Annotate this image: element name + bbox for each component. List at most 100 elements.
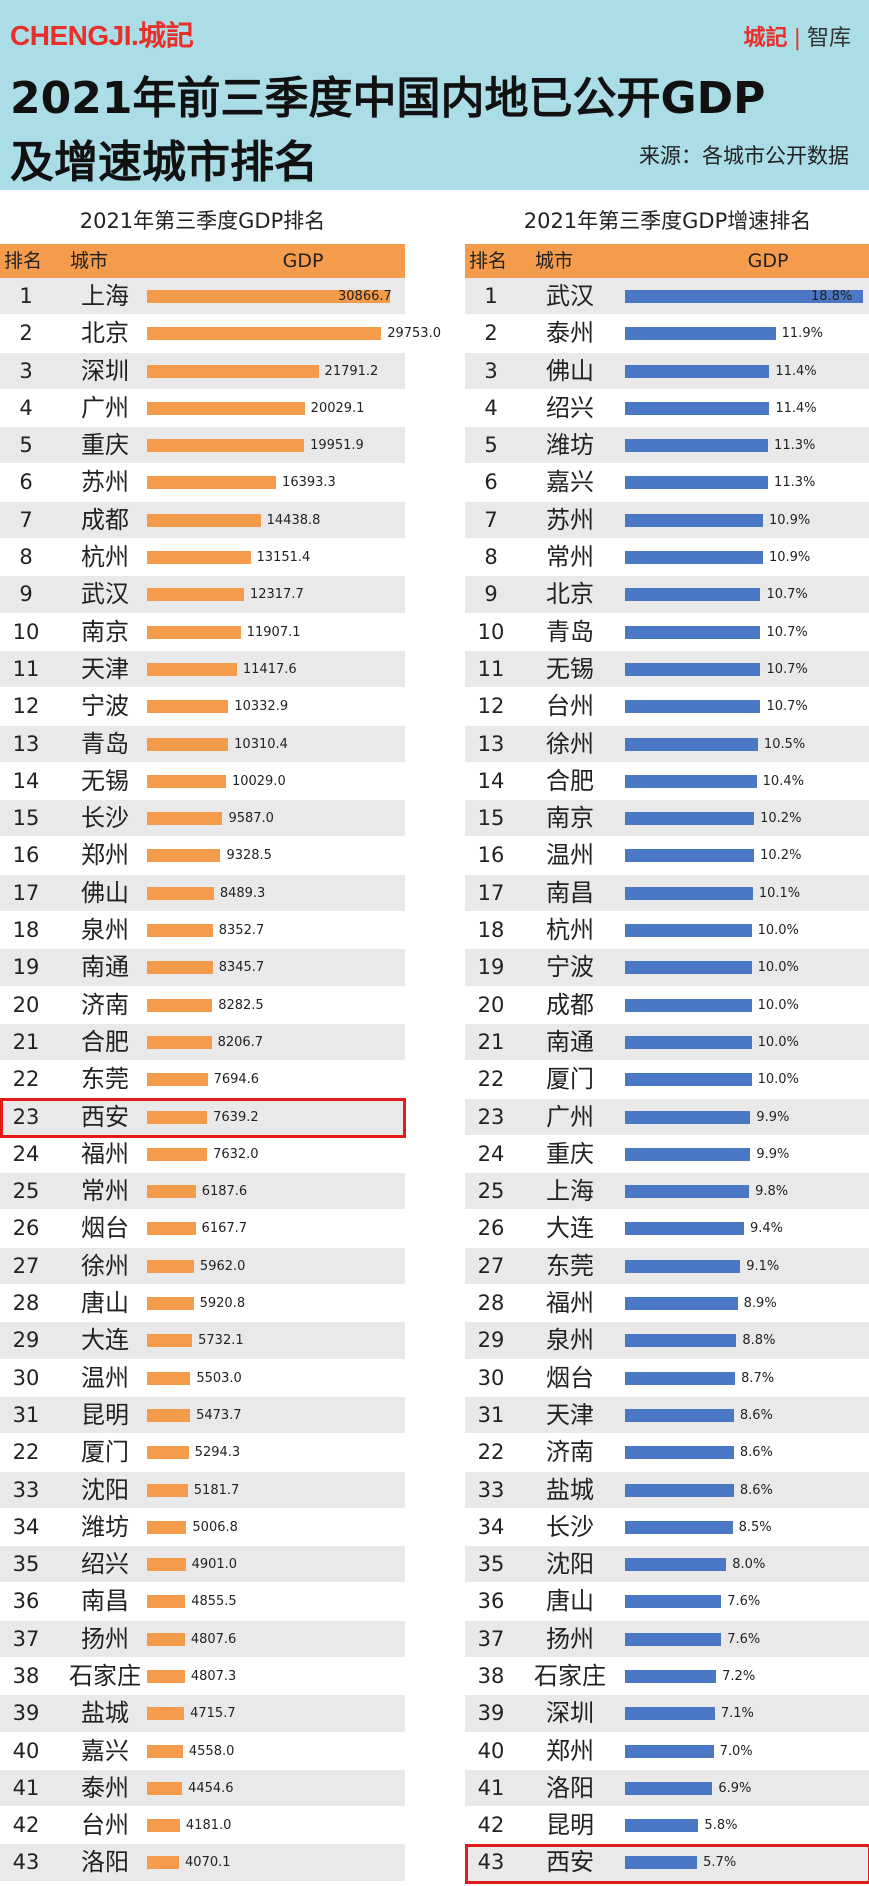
highlight-box-growth-xian bbox=[465, 1844, 869, 1884]
gdp-city: 泉州 bbox=[81, 916, 129, 945]
growth-row: 31 天津 8.6% bbox=[465, 1396, 869, 1435]
gdp-city: 福州 bbox=[81, 1139, 129, 1168]
growth-rank: 40 bbox=[477, 1738, 505, 1763]
growth-rank: 24 bbox=[477, 1141, 505, 1166]
growth-city: 石家庄 bbox=[534, 1661, 606, 1690]
gdp-city: 宁波 bbox=[81, 692, 129, 721]
gdp-value-label: 5920.8 bbox=[199, 1296, 246, 1312]
gdp-rank: 2 bbox=[19, 321, 33, 346]
growth-row: 15 南京 10.2% bbox=[465, 800, 869, 838]
gdp-value-label: 5473.7 bbox=[196, 1407, 242, 1423]
growth-value-label: 10.0% bbox=[757, 960, 799, 976]
growth-value-label: 8.8% bbox=[742, 1333, 776, 1349]
growth-city: 烟台 bbox=[546, 1363, 594, 1392]
gdp-rank: 12 bbox=[12, 694, 40, 719]
gdp-bar bbox=[147, 1371, 191, 1385]
gdp-rank: 20 bbox=[12, 992, 40, 1017]
growth-row: 36 唐山 7.6% bbox=[465, 1583, 869, 1621]
gdp-rank: 5 bbox=[19, 433, 33, 458]
page-title-line1: 2021年前三季度中国内地已公开GDP bbox=[10, 73, 766, 124]
growth-value-label: 18.8% bbox=[811, 289, 853, 304]
growth-row: 12 台州 10.7% bbox=[465, 688, 869, 726]
growth-rank: 36 bbox=[477, 1589, 505, 1614]
gdp-header-rank: 排名 bbox=[4, 250, 43, 272]
gdp-header-value: GDP bbox=[282, 250, 324, 272]
gdp-value-label: 8352.7 bbox=[218, 923, 265, 939]
gdp-value-label: 10029.0 bbox=[231, 773, 286, 789]
growth-row: 16 温州 10.2% bbox=[465, 837, 869, 875]
gdp-city: 大连 bbox=[81, 1326, 129, 1355]
growth-value-label: 10.0% bbox=[757, 923, 799, 939]
gdp-value-label: 4070.1 bbox=[185, 1855, 231, 1871]
gdp-row: 40 嘉兴 4558.0 bbox=[0, 1732, 405, 1770]
gdp-city: 潍坊 bbox=[81, 1512, 129, 1541]
gdp-value-label: 4181.0 bbox=[185, 1818, 232, 1834]
brand-cn-think-tank: 智库 bbox=[806, 26, 851, 51]
growth-rank: 30 bbox=[477, 1365, 505, 1390]
gdp-rank: 26 bbox=[12, 1216, 40, 1241]
gdp-row: 20 济南 8282.5 bbox=[0, 986, 405, 1024]
growth-row: 40 郑州 7.0% bbox=[465, 1732, 869, 1770]
gdp-rank: 28 bbox=[12, 1291, 40, 1316]
growth-row: 29 泉州 8.8% bbox=[465, 1322, 869, 1360]
gdp-bar bbox=[147, 551, 251, 565]
growth-rank: 19 bbox=[477, 955, 505, 980]
gdp-row: 22 东莞 7694.6 bbox=[0, 1061, 405, 1099]
growth-chart-title: 2021年第三季度GDP增速排名 bbox=[523, 209, 812, 233]
gdp-bar bbox=[147, 662, 237, 676]
gdp-bar bbox=[147, 1147, 208, 1161]
growth-row: 28 福州 8.9% bbox=[465, 1285, 869, 1323]
gdp-bar bbox=[147, 401, 305, 415]
growth-bar bbox=[625, 961, 752, 975]
growth-value-label: 10.7% bbox=[766, 624, 808, 640]
gdp-rank: 29 bbox=[12, 1328, 40, 1353]
growth-city: 东莞 bbox=[546, 1251, 594, 1280]
gdp-city: 唐山 bbox=[81, 1289, 129, 1318]
growth-row: 1 武汉 18.8% bbox=[465, 278, 869, 316]
growth-bar bbox=[625, 401, 770, 415]
gdp-city: 合肥 bbox=[81, 1027, 129, 1056]
growth-rank: 20 bbox=[477, 992, 505, 1017]
growth-rank: 23 bbox=[477, 1104, 505, 1129]
gdp-value-label: 7694.6 bbox=[213, 1072, 260, 1088]
gdp-bar bbox=[147, 1856, 180, 1870]
growth-value-label: 8.9% bbox=[743, 1296, 777, 1312]
growth-bar bbox=[625, 774, 757, 788]
gdp-rank: 43 bbox=[12, 1850, 40, 1875]
gdp-city: 苏州 bbox=[81, 468, 129, 497]
gdp-rank: 27 bbox=[12, 1253, 40, 1278]
growth-value-label: 10.0% bbox=[757, 1072, 799, 1088]
growth-city: 唐山 bbox=[546, 1587, 594, 1616]
gdp-row: 33 沈阳 5181.7 bbox=[0, 1471, 405, 1509]
growth-bar bbox=[625, 1707, 715, 1721]
growth-city: 嘉兴 bbox=[546, 468, 594, 497]
gdp-value-label: 9587.0 bbox=[228, 811, 274, 827]
gdp-rank: 42 bbox=[12, 1813, 40, 1838]
gdp-city: 长沙 bbox=[81, 804, 129, 833]
growth-city: 北京 bbox=[546, 580, 594, 609]
gdp-row: 22 厦门 5294.3 bbox=[0, 1434, 405, 1472]
gdp-bar bbox=[147, 290, 390, 303]
gdp-bar bbox=[147, 625, 241, 639]
gdp-bar bbox=[147, 812, 223, 826]
header-banner: CHENGJI.城記 城記 | 智库 2021年前三季度中国内地已公开GDP 及增速… bbox=[0, 0, 869, 190]
gdp-chart-title: 2021年第三季度GDP排名 bbox=[79, 209, 326, 233]
growth-row: 2 泰州 11.9% bbox=[465, 315, 869, 353]
gdp-rank: 34 bbox=[12, 1514, 40, 1539]
growth-value-label: 10.7% bbox=[766, 699, 808, 715]
gdp-city: 温州 bbox=[81, 1363, 129, 1392]
source-note: 来源：各城市公开数据 bbox=[639, 144, 849, 168]
gdp-value-label: 8345.7 bbox=[218, 960, 265, 976]
gdp-value-label: 20029.1 bbox=[310, 400, 365, 416]
growth-city: 佛山 bbox=[546, 356, 594, 385]
gdp-bar bbox=[147, 1707, 185, 1721]
gdp-rank: 30 bbox=[12, 1365, 40, 1390]
growth-rank: 9 bbox=[484, 582, 498, 607]
growth-city: 南昌 bbox=[546, 878, 594, 907]
gdp-city: 绍兴 bbox=[81, 1550, 129, 1579]
growth-row: 20 成都 10.0% bbox=[465, 986, 869, 1024]
growth-city: 扬州 bbox=[546, 1624, 594, 1653]
gdp-row: 1 上海 30866.7 bbox=[0, 278, 405, 316]
growth-row: 18 杭州 10.0% bbox=[465, 912, 869, 950]
growth-bar bbox=[625, 1446, 734, 1460]
